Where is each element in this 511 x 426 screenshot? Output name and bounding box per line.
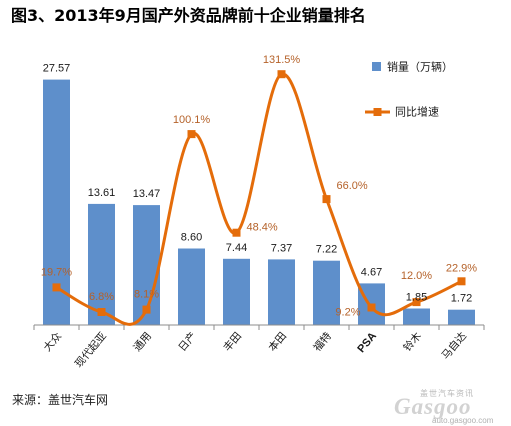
legend-swatch-marker — [373, 108, 382, 116]
growth-value-label: 22.9% — [446, 262, 477, 274]
growth-marker-6 — [277, 70, 286, 79]
category-label: 铃木 — [401, 329, 425, 354]
growth-marker-1 — [52, 283, 61, 292]
sales-bar-7 — [313, 260, 340, 325]
growth-value-label: 19.7% — [41, 266, 72, 278]
growth-value-label: 100.1% — [173, 114, 211, 126]
growth-marker-2 — [97, 308, 106, 316]
growth-value-label: 8.1% — [134, 289, 159, 301]
sales-value-label: 13.61 — [88, 187, 116, 199]
sales-value-label: 4.67 — [361, 266, 382, 278]
category-labels: 大众 现代起亚 通用 日产 丰田 本田 福特 PSA 铃木 马自达 — [41, 329, 470, 370]
growth-markers — [52, 70, 466, 316]
growth-value-label: 48.4% — [247, 222, 278, 234]
sales-value-label: 1.85 — [406, 292, 427, 304]
sales-value-label: 7.44 — [226, 242, 247, 254]
growth-value-label: 9.2% — [335, 307, 360, 319]
sales-bar-10 — [448, 309, 475, 325]
watermark-text: 盖世汽车资讯 — [420, 389, 474, 398]
category-label: 福特 — [311, 329, 335, 354]
bar-value-labels: 27.57 13.61 13.47 8.60 7.44 7.37 7.22 4.67 1.85 1… — [43, 63, 472, 305]
growth-marker-7 — [322, 195, 331, 204]
category-label: 大众 — [41, 329, 65, 354]
sales-bar-9 — [403, 308, 430, 325]
growth-value-label: 6.8% — [89, 291, 114, 303]
category-label: PSA — [355, 330, 379, 355]
growth-marker-9 — [412, 298, 421, 307]
legend-label-sales: 销量（万辆） — [387, 60, 453, 74]
category-label: 日产 — [176, 330, 199, 354]
chart-title: 图3、2013年9月国产外资品牌前十企业销量排名 — [11, 6, 366, 25]
legend-item-growth: 同比增速 — [365, 105, 439, 119]
source-note: 来源：盖世汽车网 — [12, 393, 109, 407]
growth-value-label: 131.5% — [263, 54, 301, 66]
sales-value-label: 7.37 — [271, 242, 292, 254]
sales-value-label: 8.60 — [181, 232, 202, 244]
category-label: 马自达 — [439, 329, 470, 362]
sales-bar-6 — [268, 259, 295, 325]
growth-marker-10 — [457, 277, 466, 286]
sales-value-label: 27.57 — [43, 63, 71, 75]
category-label: 现代起亚 — [73, 330, 110, 370]
growth-marker-3 — [142, 305, 151, 314]
sales-bar-2 — [88, 203, 115, 325]
growth-marker-8 — [367, 303, 376, 312]
category-label: 本田 — [266, 330, 289, 354]
legend-swatch-bar — [372, 62, 381, 71]
growth-value-labels: 19.7% 6.8% 8.1% 100.1% 48.4% 131.5% 66.0% 9.2% 1… — [41, 54, 477, 318]
legend: 销量（万辆） 同比增速 — [365, 60, 453, 119]
category-label: 通用 — [131, 330, 154, 354]
growth-value-label: 12.0% — [401, 270, 432, 282]
growth-marker-5 — [232, 228, 241, 237]
sales-bar-3 — [133, 205, 160, 325]
sales-value-label: 1.72 — [451, 293, 472, 305]
category-label: 丰田 — [221, 330, 244, 354]
growth-value-label: 66.0% — [337, 180, 368, 192]
legend-item-sales: 销量（万辆） — [372, 60, 453, 74]
sales-value-label: 7.22 — [316, 244, 337, 256]
sales-bar-5 — [223, 258, 250, 325]
growth-marker-4 — [187, 130, 196, 139]
watermark-logo: Gasgoo — [394, 394, 472, 419]
sales-value-label: 13.47 — [133, 188, 161, 200]
watermark-url: auto.gasgoo.com — [432, 416, 494, 425]
legend-label-growth: 同比增速 — [395, 105, 439, 119]
x-axis — [33, 324, 485, 330]
sales-bar-4 — [178, 248, 205, 325]
